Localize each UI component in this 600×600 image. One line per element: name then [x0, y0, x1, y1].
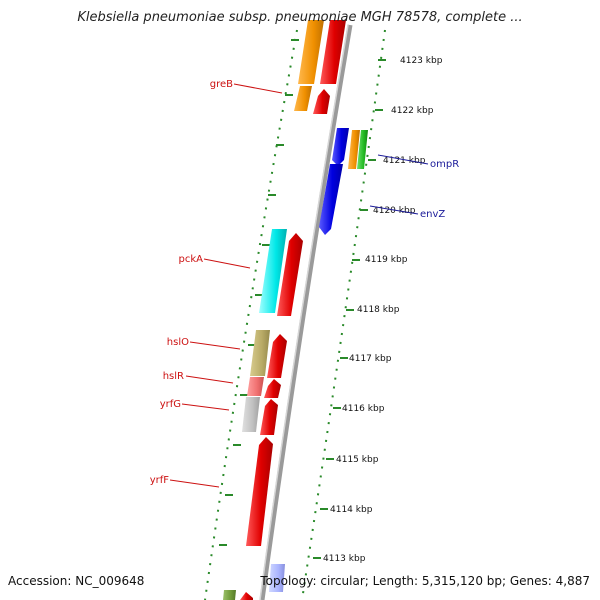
ruler-label-4113: 4113 kbp — [323, 554, 366, 564]
gene-hslR[interactable] — [247, 377, 281, 398]
ruler-label-4115: 4115 kbp — [336, 455, 379, 465]
gene-yrfG[interactable] — [242, 397, 278, 435]
gene-label-greB[interactable]: greB — [210, 79, 233, 90]
gene-label-yrfF[interactable]: yrfF — [150, 475, 170, 486]
gene-label-pckA[interactable]: pckA — [179, 254, 204, 265]
leader-envZ — [369, 205, 419, 215]
gene-hslO[interactable] — [250, 330, 287, 378]
gene-label-hslO[interactable]: hslO — [167, 337, 189, 348]
leader-pckA — [203, 258, 251, 269]
ruler-label-4116: 4116 kbp — [342, 404, 385, 414]
ruler-label-4121: 4121 kbp — [383, 156, 426, 166]
map-title: Klebsiella pneumoniae subsp. pneumoniae … — [77, 10, 523, 25]
ruler-arc-outer — [301, 29, 386, 600]
gene-envZ[interactable] — [319, 164, 343, 235]
leader-hslR — [185, 375, 234, 384]
gene-yrfF[interactable] — [246, 437, 273, 546]
ruler-label-4114: 4114 kbp — [330, 505, 373, 515]
gene-label-hslR[interactable]: hslR — [163, 371, 184, 382]
gene-ompR[interactable] — [332, 128, 368, 169]
ruler-label-4117: 4117 kbp — [349, 354, 392, 364]
leader-yrfG — [181, 403, 230, 411]
ruler-label-4118: 4118 kbp — [357, 305, 400, 315]
genome-backbone — [259, 24, 353, 600]
genome-summary-text: Topology: circular; Length: 5,315,120 bp… — [260, 574, 590, 588]
ruler-label-4120: 4120 kbp — [373, 206, 416, 216]
gene-label-envZ[interactable]: envZ — [420, 209, 445, 220]
leader-hslO — [189, 341, 241, 350]
gene-pckA[interactable] — [259, 229, 303, 316]
gene-label-yrfG[interactable]: yrfG — [160, 399, 181, 410]
accession-text: Accession: NC_009648 — [8, 574, 145, 588]
gene-unlabeled-top[interactable] — [298, 20, 346, 84]
leader-ompR — [377, 154, 429, 165]
gene-unlabeled-bottom[interactable] — [223, 564, 285, 600]
gene-greB[interactable] — [294, 86, 330, 114]
ruler-arc-inner — [204, 29, 298, 600]
ruler-tick-marks — [219, 39, 386, 559]
leader-yrfF — [169, 479, 220, 488]
gene-label-ompR[interactable]: ompR — [430, 159, 459, 170]
ruler-label-4122: 4122 kbp — [391, 106, 434, 116]
ruler-label-4123: 4123 kbp — [400, 56, 443, 66]
leader-greB — [233, 83, 283, 94]
ruler-label-4119: 4119 kbp — [365, 255, 408, 265]
